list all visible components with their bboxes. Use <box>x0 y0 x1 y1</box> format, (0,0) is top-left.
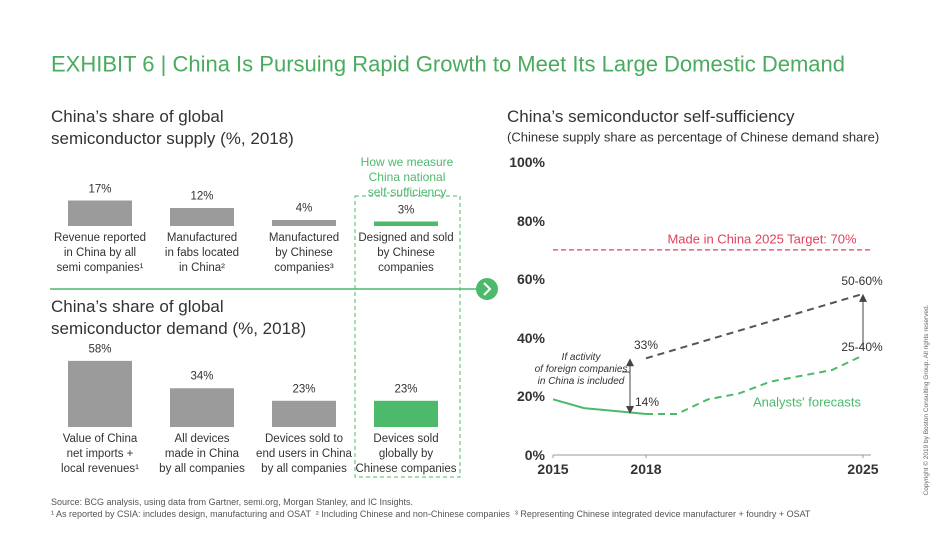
panel-title: China’s share of global semiconductor su… <box>51 107 294 148</box>
annotation: 33% <box>634 338 659 353</box>
value-label: 23% <box>394 383 418 396</box>
y-tick-label: 80% <box>516 212 545 229</box>
bar <box>170 388 234 427</box>
category-label: Manufactured in fabs located in China² <box>164 232 240 274</box>
measure-note: How we measure China national self-suffi… <box>360 155 454 199</box>
value-label: 3% <box>397 204 415 217</box>
category-label: Devices sold globally by Chinese compani… <box>355 433 457 475</box>
series-line <box>645 292 864 360</box>
copyright: Copyright © 2019 by Boston Consulting Gr… <box>922 304 930 496</box>
category-label: Designed and sold by Chinese companies <box>358 232 454 274</box>
bar <box>170 208 234 226</box>
chart-title: China’s semiconductor self-sufficiency <box>507 106 795 126</box>
title: EXHIBIT 6 | China Is Pursuing Rapid Grow… <box>51 51 845 77</box>
series-line <box>552 398 647 415</box>
y-tick-label: 0% <box>524 446 545 463</box>
value-label: 58% <box>88 343 112 356</box>
x-tick-label: 2015 <box>537 460 569 477</box>
bar <box>68 360 132 427</box>
value-label: 4% <box>295 202 313 215</box>
arrow-chevron <box>483 282 492 296</box>
category-label: Value of China net imports + local reven… <box>61 433 139 475</box>
value-label: 17% <box>88 183 112 196</box>
panel-title: China’s share of global semiconductor de… <box>51 297 307 338</box>
annotation: 50-60% <box>841 274 883 289</box>
category-label: Devices sold to end users in China by al… <box>256 433 352 475</box>
bar <box>374 221 438 226</box>
x-tick-label: 2018 <box>630 460 662 477</box>
x-tick-label: 2025 <box>847 460 879 477</box>
y-tick-label: 20% <box>516 388 545 405</box>
target-label: Made in China 2025 Target: 70% <box>667 231 857 247</box>
y-tick-label: 100% <box>509 153 545 170</box>
series-label: Analysts' forecasts <box>753 394 861 410</box>
category-label: Manufactured by Chinese companies³ <box>268 232 340 274</box>
y-tick-label: 60% <box>516 271 545 288</box>
series-line <box>646 354 864 415</box>
footnote: ¹ As reported by CSIA: includes design, … <box>51 509 811 520</box>
bar <box>272 400 336 427</box>
value-label: 12% <box>190 190 214 203</box>
bar <box>272 220 336 226</box>
bar <box>68 200 132 226</box>
chart-subtitle: (Chinese supply share as percentage of C… <box>507 129 880 145</box>
annotation-note: If activity of foreign companies in Chin… <box>534 352 628 387</box>
y-tick-label: 40% <box>516 329 545 346</box>
arrow-circle <box>476 278 498 300</box>
category-label: All devices made in China by all compani… <box>159 433 245 475</box>
annotation: 25-40% <box>841 340 883 355</box>
value-label: 23% <box>292 383 316 396</box>
footnote: Source: BCG analysis, using data from Ga… <box>51 497 413 508</box>
bar <box>374 400 438 427</box>
value-label: 34% <box>190 370 214 383</box>
highlight-box <box>354 195 461 478</box>
category-label: Revenue reported in China by all semi co… <box>53 232 147 274</box>
annotation: 14% <box>635 395 660 410</box>
